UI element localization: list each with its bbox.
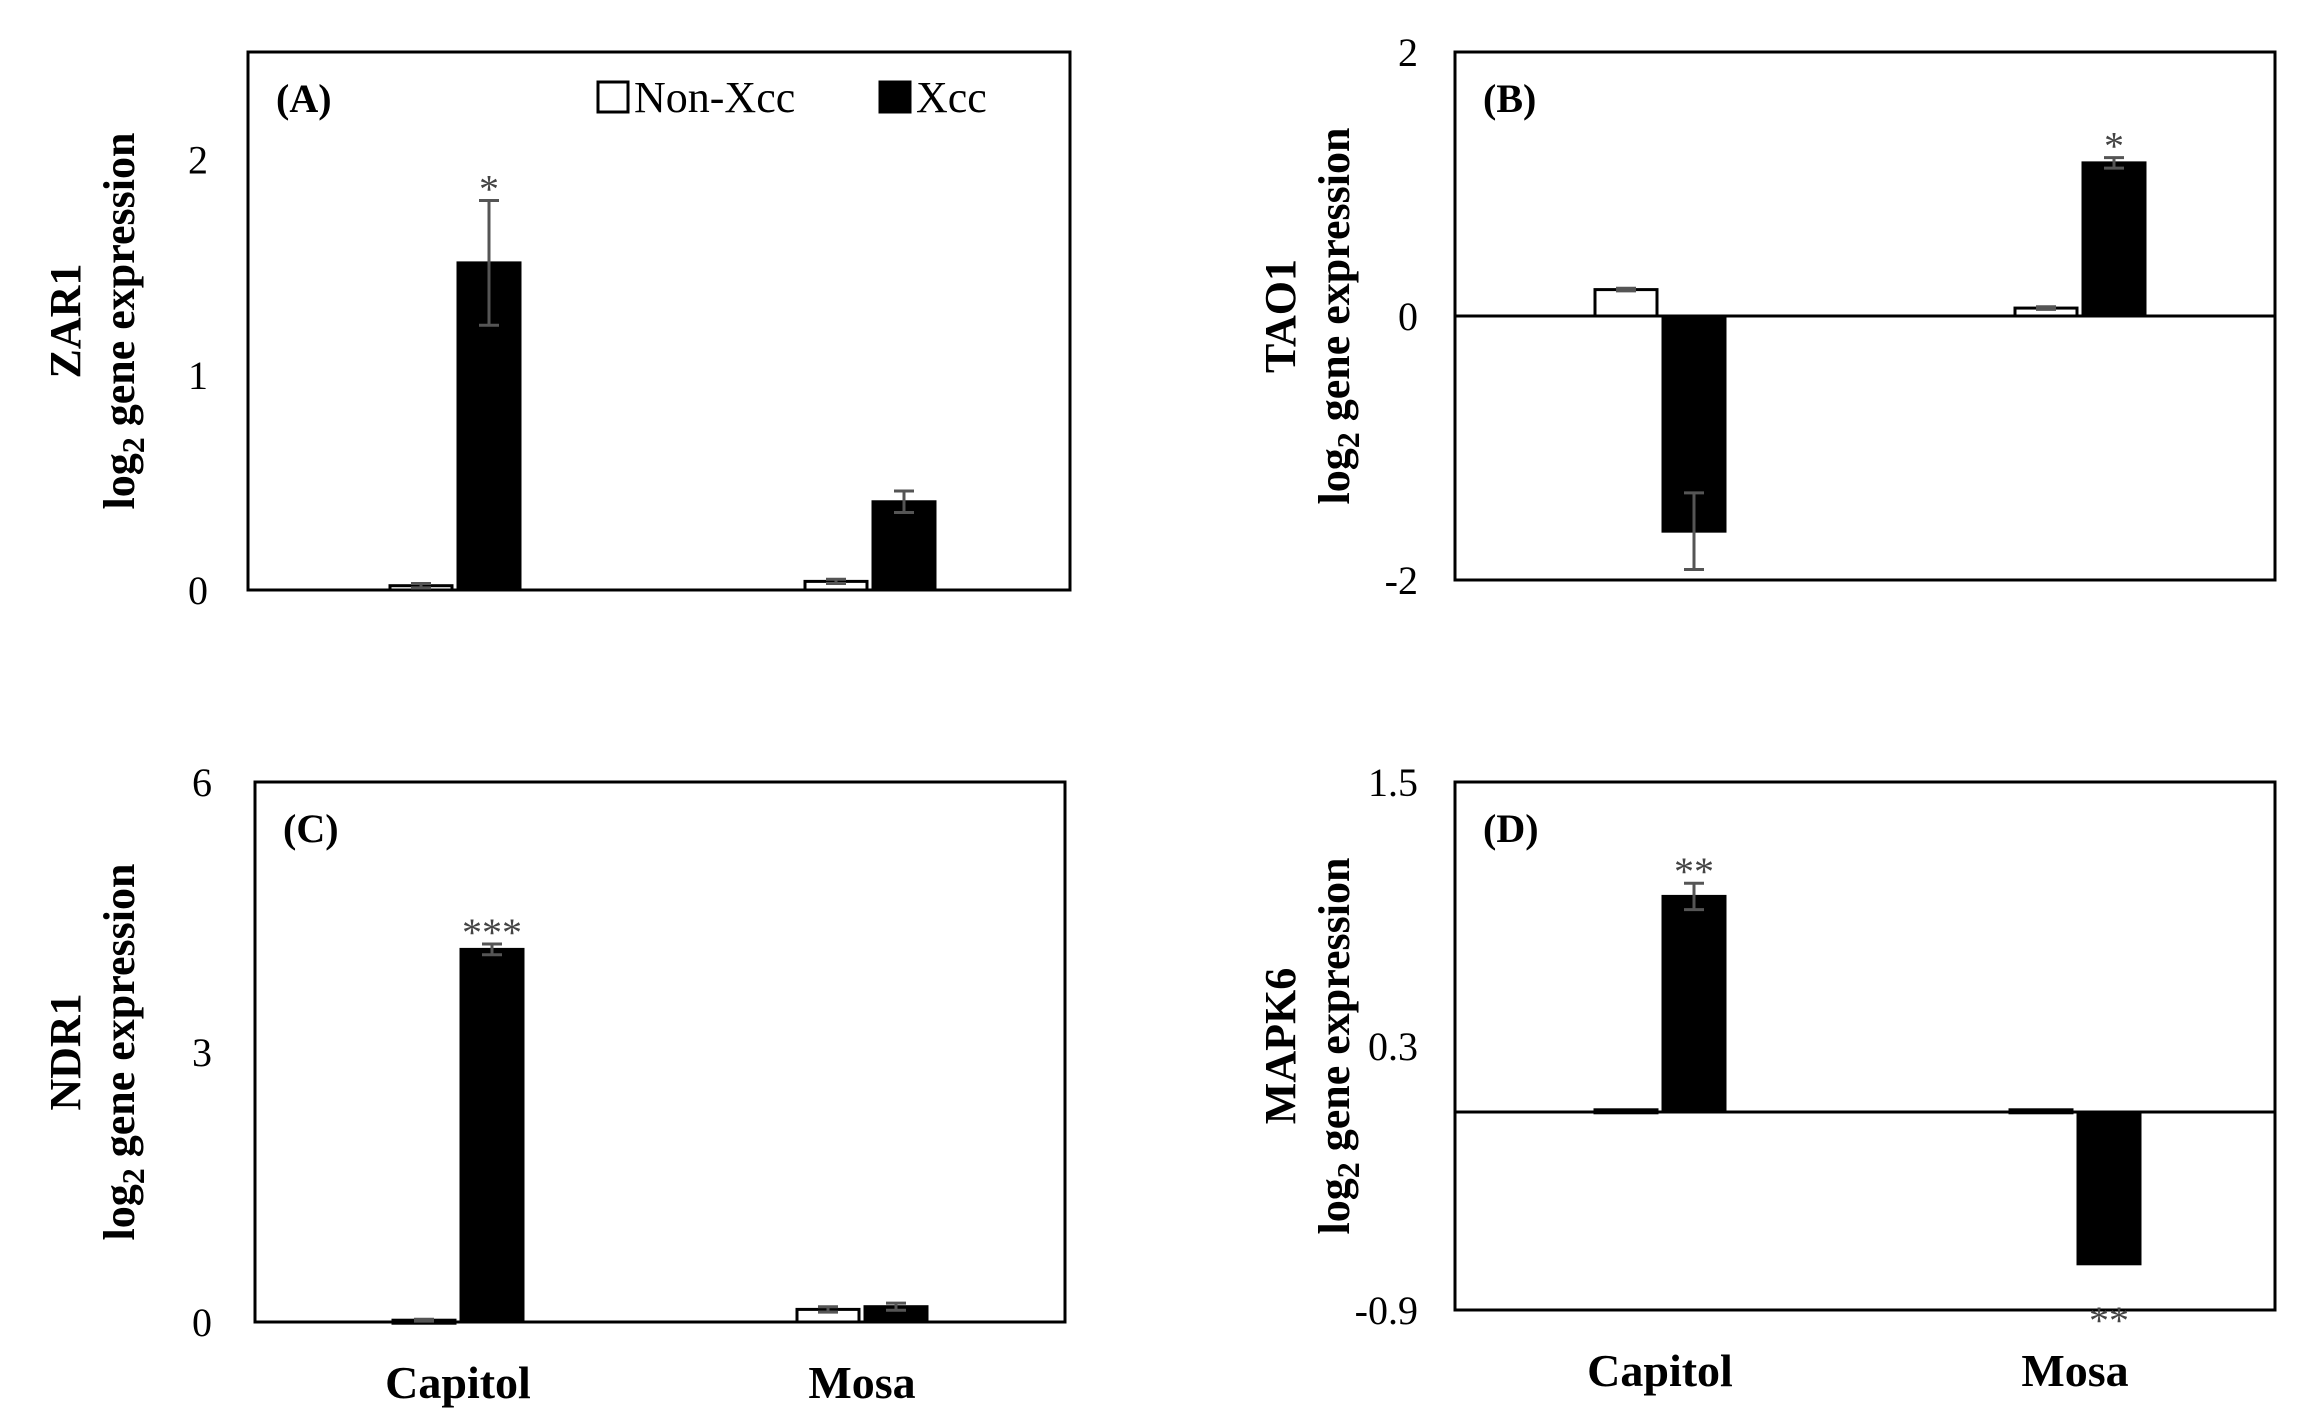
bar-xcc-capitol: [1661, 894, 1727, 1114]
bar-xcc-mosa: [2081, 161, 2147, 318]
y-tick-label: 0: [1398, 294, 1418, 339]
legend-label-xcc: Xcc: [916, 73, 987, 122]
category-label-mosa: Mosa: [808, 1357, 915, 1408]
y-tick-label: 2: [1398, 30, 1418, 75]
y-tick-label: 1: [188, 353, 208, 398]
bar-xcc-mosa: [2076, 1110, 2142, 1266]
category-label-mosa: Mosa: [2021, 1345, 2128, 1396]
y-tick-label: 6: [192, 760, 212, 805]
significance-marker: ***: [462, 910, 522, 955]
bar-xcc-capitol: [459, 947, 525, 1324]
bar-non-xcc-mosa: [2008, 1108, 2074, 1115]
legend-swatch-non-xcc: [596, 80, 630, 114]
y-axis-quantity: log2 gene expression: [1310, 128, 1366, 505]
panel-label: (C): [283, 806, 339, 851]
panel-label: (A): [276, 76, 332, 121]
legend-label-non-xcc: Non-Xcc: [634, 73, 795, 122]
category-label-capitol: Capitol: [385, 1357, 531, 1408]
y-tick-label: 3: [192, 1030, 212, 1075]
significance-marker: **: [1674, 849, 1714, 894]
legend-swatch-xcc: [878, 80, 912, 114]
y-tick-label: 1.5: [1368, 760, 1418, 805]
y-axis-gene: ZAR1: [41, 264, 90, 379]
plot-frame: [253, 780, 1067, 1324]
significance-marker: **: [2089, 1298, 2129, 1343]
y-axis-gene: TAO1: [1256, 259, 1305, 373]
y-axis-quantity: log2 gene expression: [1310, 858, 1366, 1235]
legend: Non-Xcc Xcc: [596, 73, 987, 122]
y-axis-quantity: log2 gene expression: [95, 133, 151, 510]
y-tick-label: -0.9: [1355, 1288, 1418, 1333]
y-tick-label: 2: [188, 138, 208, 183]
y-axis-gene: NDR1: [41, 993, 90, 1110]
y-axis-quantity: log2 gene expression: [95, 864, 151, 1241]
significance-marker: *: [2104, 124, 2124, 169]
y-tick-label: 0: [192, 1300, 212, 1345]
plot-frame: [246, 50, 1072, 592]
bar-non-xcc-capitol: [1593, 288, 1659, 318]
bar-xcc-mosa: [871, 500, 937, 592]
plot-frame: [1453, 780, 2277, 1312]
y-axis-gene: MAPK6: [1256, 968, 1305, 1124]
panel-label: (D): [1483, 806, 1539, 851]
y-tick-label: 0: [188, 568, 208, 613]
y-tick-label: -2: [1385, 558, 1418, 603]
significance-marker: *: [479, 166, 499, 211]
category-label-capitol: Capitol: [1587, 1345, 1733, 1396]
y-tick-label: 0.3: [1368, 1024, 1418, 1069]
bar-non-xcc-capitol: [1593, 1108, 1659, 1115]
panel-label: (B): [1483, 76, 1536, 121]
